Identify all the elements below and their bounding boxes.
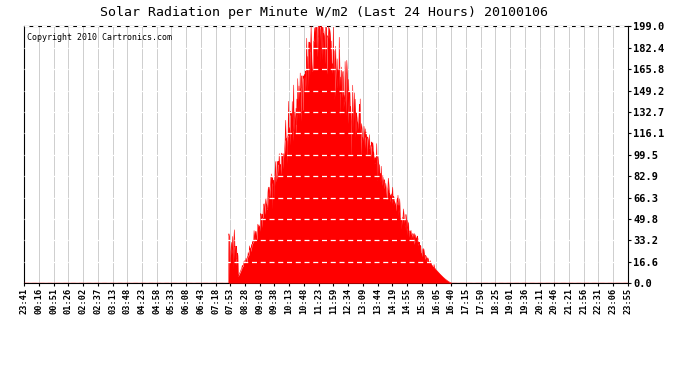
Text: Solar Radiation per Minute W/m2 (Last 24 Hours) 20100106: Solar Radiation per Minute W/m2 (Last 24…	[100, 6, 549, 19]
Text: Copyright 2010 Cartronics.com: Copyright 2010 Cartronics.com	[27, 33, 172, 42]
